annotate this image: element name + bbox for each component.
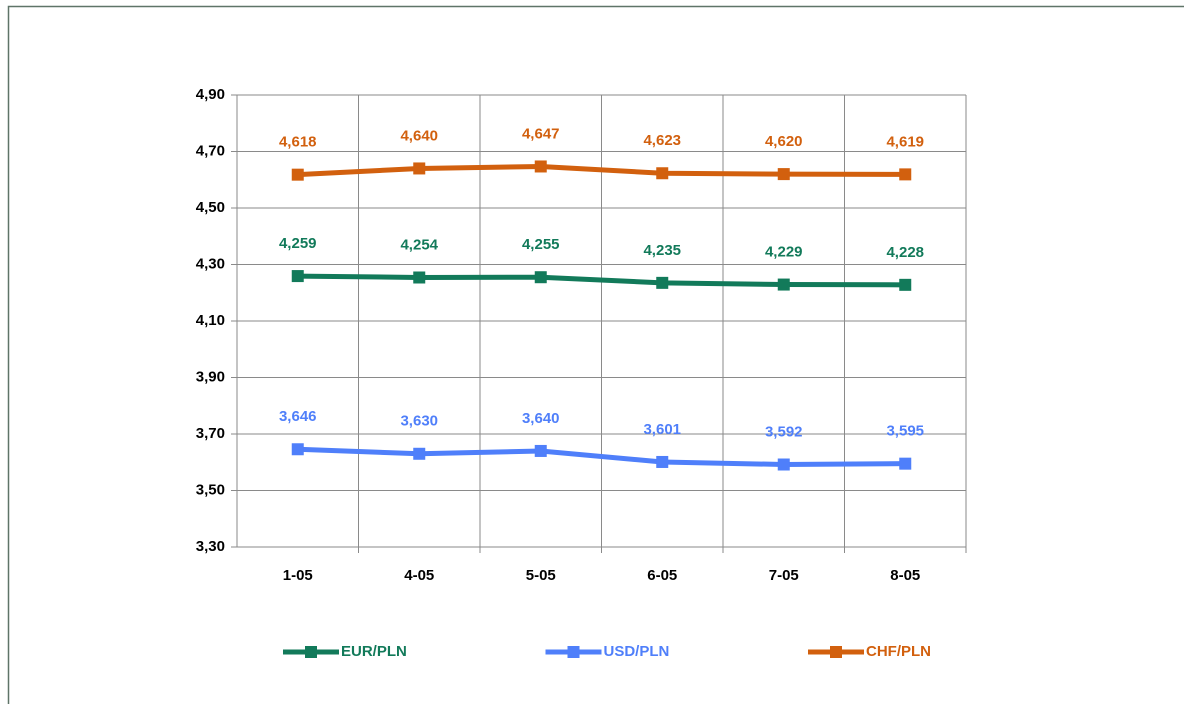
legend-marker [567,646,580,658]
point-marker [534,444,547,457]
y-tick-label: 4,90 [196,86,225,103]
point-marker [291,168,304,181]
series-line [297,163,906,178]
point-marker [899,457,912,470]
x-tick-label: 7-05 [769,567,799,584]
data-label: 4,620 [765,133,803,150]
y-tick-label: 3,50 [196,481,225,498]
point-marker [291,270,304,283]
y-tick-label: 3,30 [196,538,225,555]
frame [7,5,1184,704]
data-label: 3,601 [643,421,681,438]
data-label: 4,255 [522,236,560,253]
data-label: 3,630 [400,413,438,430]
data-label: 4,623 [643,132,681,149]
data-label: 4,259 [279,235,317,252]
y-tick-label: 4,10 [196,312,225,329]
data-label: 4,618 [279,134,317,151]
point-marker [656,276,669,289]
point-marker [291,443,304,456]
data-label: 3,592 [765,423,803,440]
data-label: 3,646 [279,408,317,425]
point-marker [656,167,669,180]
point-marker [899,278,912,291]
point-marker [777,168,790,181]
legend-label: EUR/PLN [341,643,407,660]
point-marker [899,168,912,181]
legend-label: CHF/PLN [866,643,931,660]
legend-marker [830,646,842,658]
point-marker [777,458,790,471]
y-tick-label: 4,50 [196,199,225,216]
data-label: 4,619 [886,133,924,150]
x-tick-label: 1-05 [283,567,313,584]
series-line [297,446,906,468]
y-tick-label: 4,70 [196,142,225,159]
data-label: 3,640 [522,410,560,427]
point-marker [413,271,426,284]
point-marker [413,447,426,460]
point-marker [413,162,426,175]
series-line [297,273,906,288]
y-tick-label: 3,70 [196,425,225,442]
x-tick-label: 8-05 [890,567,920,584]
point-marker [534,271,547,284]
data-label: 4,235 [643,242,681,259]
point-marker [656,455,669,468]
point-marker [777,278,790,291]
x-tick-label: 6-05 [647,567,677,584]
point-marker [534,160,547,173]
data-label: 4,647 [522,125,560,142]
legend-marker [305,646,317,658]
data-label: 4,254 [400,236,438,253]
data-label: 4,228 [886,244,924,261]
data-label: 3,595 [886,423,924,440]
data-label: 4,640 [400,127,438,144]
x-tick-label: 5-05 [526,567,556,584]
y-tick-label: 3,90 [196,368,225,385]
legend-label: USD/PLN [604,643,670,660]
x-tick-label: 4-05 [404,567,434,584]
data-label: 4,229 [765,244,803,261]
y-tick-label: 4,30 [196,255,225,272]
